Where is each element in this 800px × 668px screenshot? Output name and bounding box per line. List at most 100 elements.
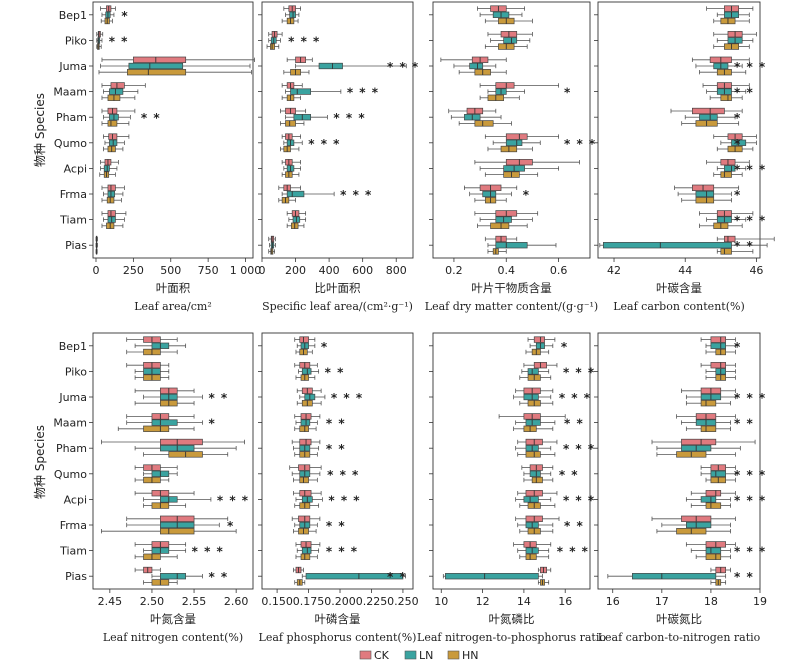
box-bep1-ck bbox=[294, 336, 316, 343]
significance-marker: * * * bbox=[734, 493, 766, 507]
box-frma-ln bbox=[469, 190, 512, 198]
box-body bbox=[300, 419, 311, 426]
panel-frame bbox=[261, 1, 414, 259]
box-pham-ck bbox=[101, 438, 245, 446]
x-axis-title-cn: 叶磷含量 bbox=[315, 612, 361, 626]
x-tick-label: 18 bbox=[704, 595, 718, 608]
box-pias-ck bbox=[537, 566, 552, 574]
box-maam-ln bbox=[103, 88, 139, 95]
panel-frame bbox=[261, 332, 414, 590]
box-pham-ck bbox=[448, 107, 497, 115]
box-juma-ln bbox=[685, 393, 736, 401]
box-pham-ln bbox=[450, 114, 502, 121]
box-pias-ln bbox=[151, 573, 203, 580]
significance-marker: * bbox=[564, 86, 571, 100]
box-maam-ln bbox=[487, 88, 525, 95]
significance-marker: * * bbox=[325, 365, 345, 379]
x-tick-label: 0.225 bbox=[356, 595, 388, 608]
box-qumo-ck bbox=[103, 133, 130, 140]
box-frma-hn bbox=[293, 528, 317, 535]
box-acpi-ln bbox=[479, 165, 559, 172]
box-body bbox=[107, 120, 118, 127]
box-pham-ln bbox=[134, 445, 237, 452]
box-body bbox=[133, 56, 187, 63]
x-tick-label: 2.55 bbox=[182, 595, 207, 608]
species-label: Frma bbox=[60, 519, 87, 532]
panel-2: 0 200 400 600 800 比叶面积 Specific leaf area/(cm²… bbox=[258, 1, 418, 313]
significance-marker: * * bbox=[734, 86, 754, 100]
species-label: Tiam bbox=[59, 214, 87, 227]
box-pham-ck bbox=[670, 107, 743, 115]
box-body bbox=[724, 165, 736, 172]
box-bep1-ln bbox=[285, 11, 300, 18]
box-bep1-hn bbox=[100, 17, 113, 25]
box-bep1-ck bbox=[700, 336, 736, 343]
panel-frame bbox=[92, 1, 254, 259]
x-tick-label: 14 bbox=[517, 595, 531, 608]
box-maam-ck bbox=[676, 413, 736, 420]
box-body bbox=[632, 573, 717, 580]
significance-marker: * * * bbox=[559, 391, 591, 405]
box-piko-ln bbox=[716, 37, 754, 44]
legend-swatch-ln bbox=[404, 650, 417, 660]
box-body bbox=[299, 490, 312, 497]
box-pias-hn bbox=[716, 248, 754, 255]
significance-marker: * * bbox=[564, 519, 584, 533]
box-bep1-ln bbox=[101, 11, 115, 18]
box-piko-ck bbox=[713, 31, 757, 38]
box-qumo-ln bbox=[523, 470, 552, 477]
box-pias-hn bbox=[487, 248, 507, 255]
box-tiam-ck bbox=[699, 210, 754, 217]
x-tick-label: 17 bbox=[655, 595, 669, 608]
x-tick-label: 400 bbox=[319, 264, 340, 277]
box-juma-hn bbox=[98, 69, 252, 76]
box-frma-ck bbox=[126, 515, 229, 522]
significance-marker: * * bbox=[208, 570, 228, 584]
box-body bbox=[705, 490, 722, 497]
significance-marker: * * bbox=[734, 570, 754, 584]
box-body bbox=[127, 69, 187, 76]
significance-marker: * bbox=[734, 188, 741, 202]
box-pham-ln bbox=[293, 445, 320, 452]
x-tick-label: 200 bbox=[285, 264, 306, 277]
box-piko-hn bbox=[96, 43, 102, 50]
box-acpi-hn bbox=[99, 171, 116, 178]
box-piko-hn bbox=[705, 374, 736, 381]
legend: CK LN HN bbox=[359, 649, 479, 662]
box-body bbox=[160, 438, 203, 446]
box-body bbox=[299, 476, 309, 484]
box-frma-ln bbox=[281, 190, 335, 198]
box-maam-ck bbox=[281, 82, 303, 89]
box-qumo-ck bbox=[134, 464, 178, 471]
box-piko-ln bbox=[96, 37, 103, 44]
panel-frame bbox=[432, 332, 591, 590]
box-frma-ln bbox=[661, 521, 731, 529]
significance-marker: * bbox=[734, 137, 741, 151]
legend-swatch-ck bbox=[359, 650, 372, 660]
x-tick-label: 600 bbox=[352, 264, 373, 277]
x-tick-label: 2.50 bbox=[140, 595, 165, 608]
box-bep1-hn bbox=[484, 17, 533, 25]
significance-marker: * * bbox=[326, 417, 346, 431]
legend-swatch-hn bbox=[447, 650, 460, 660]
box-tiam-ck bbox=[101, 210, 127, 217]
box-body bbox=[299, 336, 309, 343]
x-tick-label: 46 bbox=[749, 264, 763, 277]
panel-8: 16 17 18 19 叶碳氮比 Leaf carbon-to-nitrogen rati… bbox=[594, 332, 767, 644]
box-qumo-ln bbox=[700, 470, 736, 477]
box-juma-ln bbox=[513, 393, 552, 401]
box-acpi-ln bbox=[295, 496, 323, 503]
box-frma-hn bbox=[474, 197, 507, 204]
x-tick-label: 0.6 bbox=[550, 264, 568, 277]
species-label: Bep1 bbox=[59, 9, 87, 22]
box-body bbox=[151, 419, 178, 426]
box-acpi-ck bbox=[690, 490, 736, 497]
box-pias-ck bbox=[484, 235, 518, 243]
box-maam-hn bbox=[685, 425, 731, 432]
box-juma-ln bbox=[695, 62, 743, 70]
box-body bbox=[710, 336, 726, 343]
species-label: Juma bbox=[58, 391, 87, 404]
box-pias-ck bbox=[95, 235, 98, 243]
box-body bbox=[523, 393, 539, 401]
box-body bbox=[495, 82, 515, 89]
